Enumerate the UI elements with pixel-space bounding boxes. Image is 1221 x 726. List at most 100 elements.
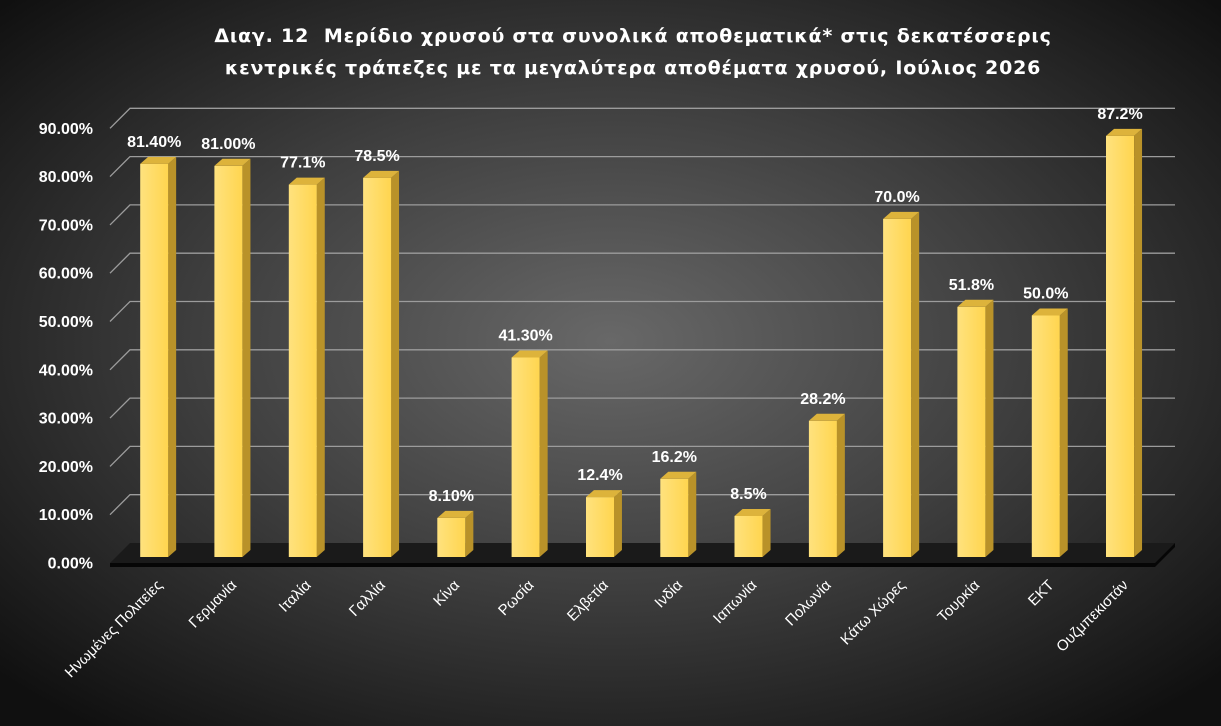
bar-side-face — [465, 510, 474, 557]
bar-9 — [734, 508, 771, 557]
data-label-2: 81.00% — [201, 136, 255, 153]
gridline-70 — [109, 204, 1175, 226]
data-label-1: 81.40% — [127, 134, 181, 151]
data-label-9: 8.5% — [730, 486, 766, 503]
bar-side-face — [985, 299, 994, 557]
bar-side-face — [1134, 128, 1143, 557]
floor-side-edge — [1155, 543, 1175, 567]
gridlines — [109, 107, 1175, 516]
y-tick-label-0: 0.00% — [48, 556, 93, 573]
bar-side-face — [168, 156, 177, 557]
bar-top-face — [734, 508, 771, 516]
data-label-7: 12.4% — [577, 467, 622, 484]
bar-front-face — [437, 517, 466, 557]
bar-10 — [808, 413, 845, 557]
bar-front-face — [808, 420, 837, 557]
floor-front-edge — [110, 563, 1155, 567]
bar-front-face — [586, 497, 614, 557]
data-label-8: 16.2% — [652, 449, 697, 466]
bar-top-face — [585, 490, 622, 498]
bar-side-face — [911, 211, 920, 557]
bar-top-face — [808, 413, 845, 421]
bar-top-face — [957, 299, 994, 307]
bar-side-face — [1059, 308, 1068, 557]
gridline-30 — [109, 397, 1175, 419]
bar-side-face — [391, 170, 400, 557]
chart-title-line-1: Διαγ. 12 Μερίδιο χρυσού στα συνολικά απο… — [214, 25, 1051, 47]
data-label-13: 50.0% — [1023, 286, 1068, 303]
bar-side-face — [836, 413, 845, 557]
gridline-40 — [109, 349, 1175, 371]
bar-side-face — [316, 177, 325, 557]
bar-side-face — [688, 471, 697, 557]
data-label-10: 28.2% — [800, 391, 845, 408]
gridline-50 — [109, 300, 1175, 322]
bar-top-face — [1031, 308, 1068, 316]
bar-top-face — [883, 211, 920, 219]
bar-front-face — [511, 357, 540, 557]
data-label-4: 78.5% — [354, 148, 399, 165]
data-label-11: 70.0% — [874, 189, 919, 206]
chart-title-line-2: κεντρικές τράπεζες με τα μεγαλύτερα αποθ… — [225, 57, 1041, 79]
y-tick-label-80: 80.00% — [39, 169, 93, 186]
bar-13 — [1031, 308, 1068, 557]
data-label-5: 8.10% — [429, 488, 474, 505]
bar-front-face — [363, 177, 392, 558]
bar-5 — [437, 510, 474, 557]
bar-8 — [660, 471, 697, 557]
bar-top-face — [1106, 128, 1143, 136]
bar-1 — [140, 156, 177, 558]
y-tick-label-50: 50.00% — [39, 314, 93, 331]
bar-top-face — [288, 177, 325, 185]
bars — [140, 128, 1143, 558]
y-tick-label-10: 10.00% — [39, 507, 93, 524]
bar-3 — [288, 177, 325, 557]
bar-top-face — [214, 158, 251, 166]
bar-front-face — [660, 478, 689, 557]
bar-12 — [957, 299, 994, 557]
bar-top-face — [511, 350, 548, 358]
bar-11 — [883, 211, 920, 557]
gridline-90 — [109, 107, 1175, 129]
bar-front-face — [957, 306, 986, 557]
y-tick-label-70: 70.00% — [39, 217, 93, 234]
y-tick-label-30: 30.00% — [39, 411, 93, 428]
y-tick-label-40: 40.00% — [39, 362, 93, 379]
bar-front-face — [288, 184, 317, 557]
bar-6 — [511, 350, 548, 557]
data-label-12: 51.8% — [949, 277, 994, 294]
bar-front-face — [734, 515, 763, 557]
chart-floor — [110, 543, 1175, 567]
y-tick-label-90: 90.00% — [39, 121, 93, 138]
bar-top-face — [363, 170, 400, 178]
bar-top-face — [660, 471, 697, 479]
data-labels: 81.40% 81.00% 77.1% 78.5% 8.10% 41.30% 12.4% 16… — [127, 106, 1143, 505]
y-tick-label-20: 20.00% — [39, 459, 93, 476]
data-label-3: 77.1% — [280, 155, 325, 172]
bar-7 — [585, 490, 622, 557]
y-axis-labels: 0.00% 10.00% 20.00% 30.00% 40.00% 50.00% 60.00… — [39, 121, 93, 573]
floor-top — [110, 543, 1175, 563]
bar-front-face — [1031, 315, 1060, 557]
gridline-80 — [109, 155, 1175, 178]
data-label-6: 41.30% — [498, 328, 552, 345]
bar-front-face — [1106, 135, 1134, 558]
bar-front-face — [214, 165, 243, 558]
bar-2 — [214, 158, 251, 558]
bar-top-face — [140, 156, 177, 164]
bar-side-face — [762, 508, 771, 557]
y-tick-label-60: 60.00% — [39, 266, 93, 283]
bar-side-face — [539, 350, 548, 557]
gridline-60 — [109, 252, 1175, 274]
bar-side-face — [613, 490, 622, 557]
bar-4 — [363, 170, 400, 558]
data-label-14: 87.2% — [1097, 106, 1142, 123]
bar-front-face — [140, 163, 169, 558]
bar-side-face — [242, 158, 251, 557]
bar-14 — [1106, 128, 1143, 558]
bar-front-face — [883, 218, 912, 557]
bar-top-face — [437, 510, 474, 518]
